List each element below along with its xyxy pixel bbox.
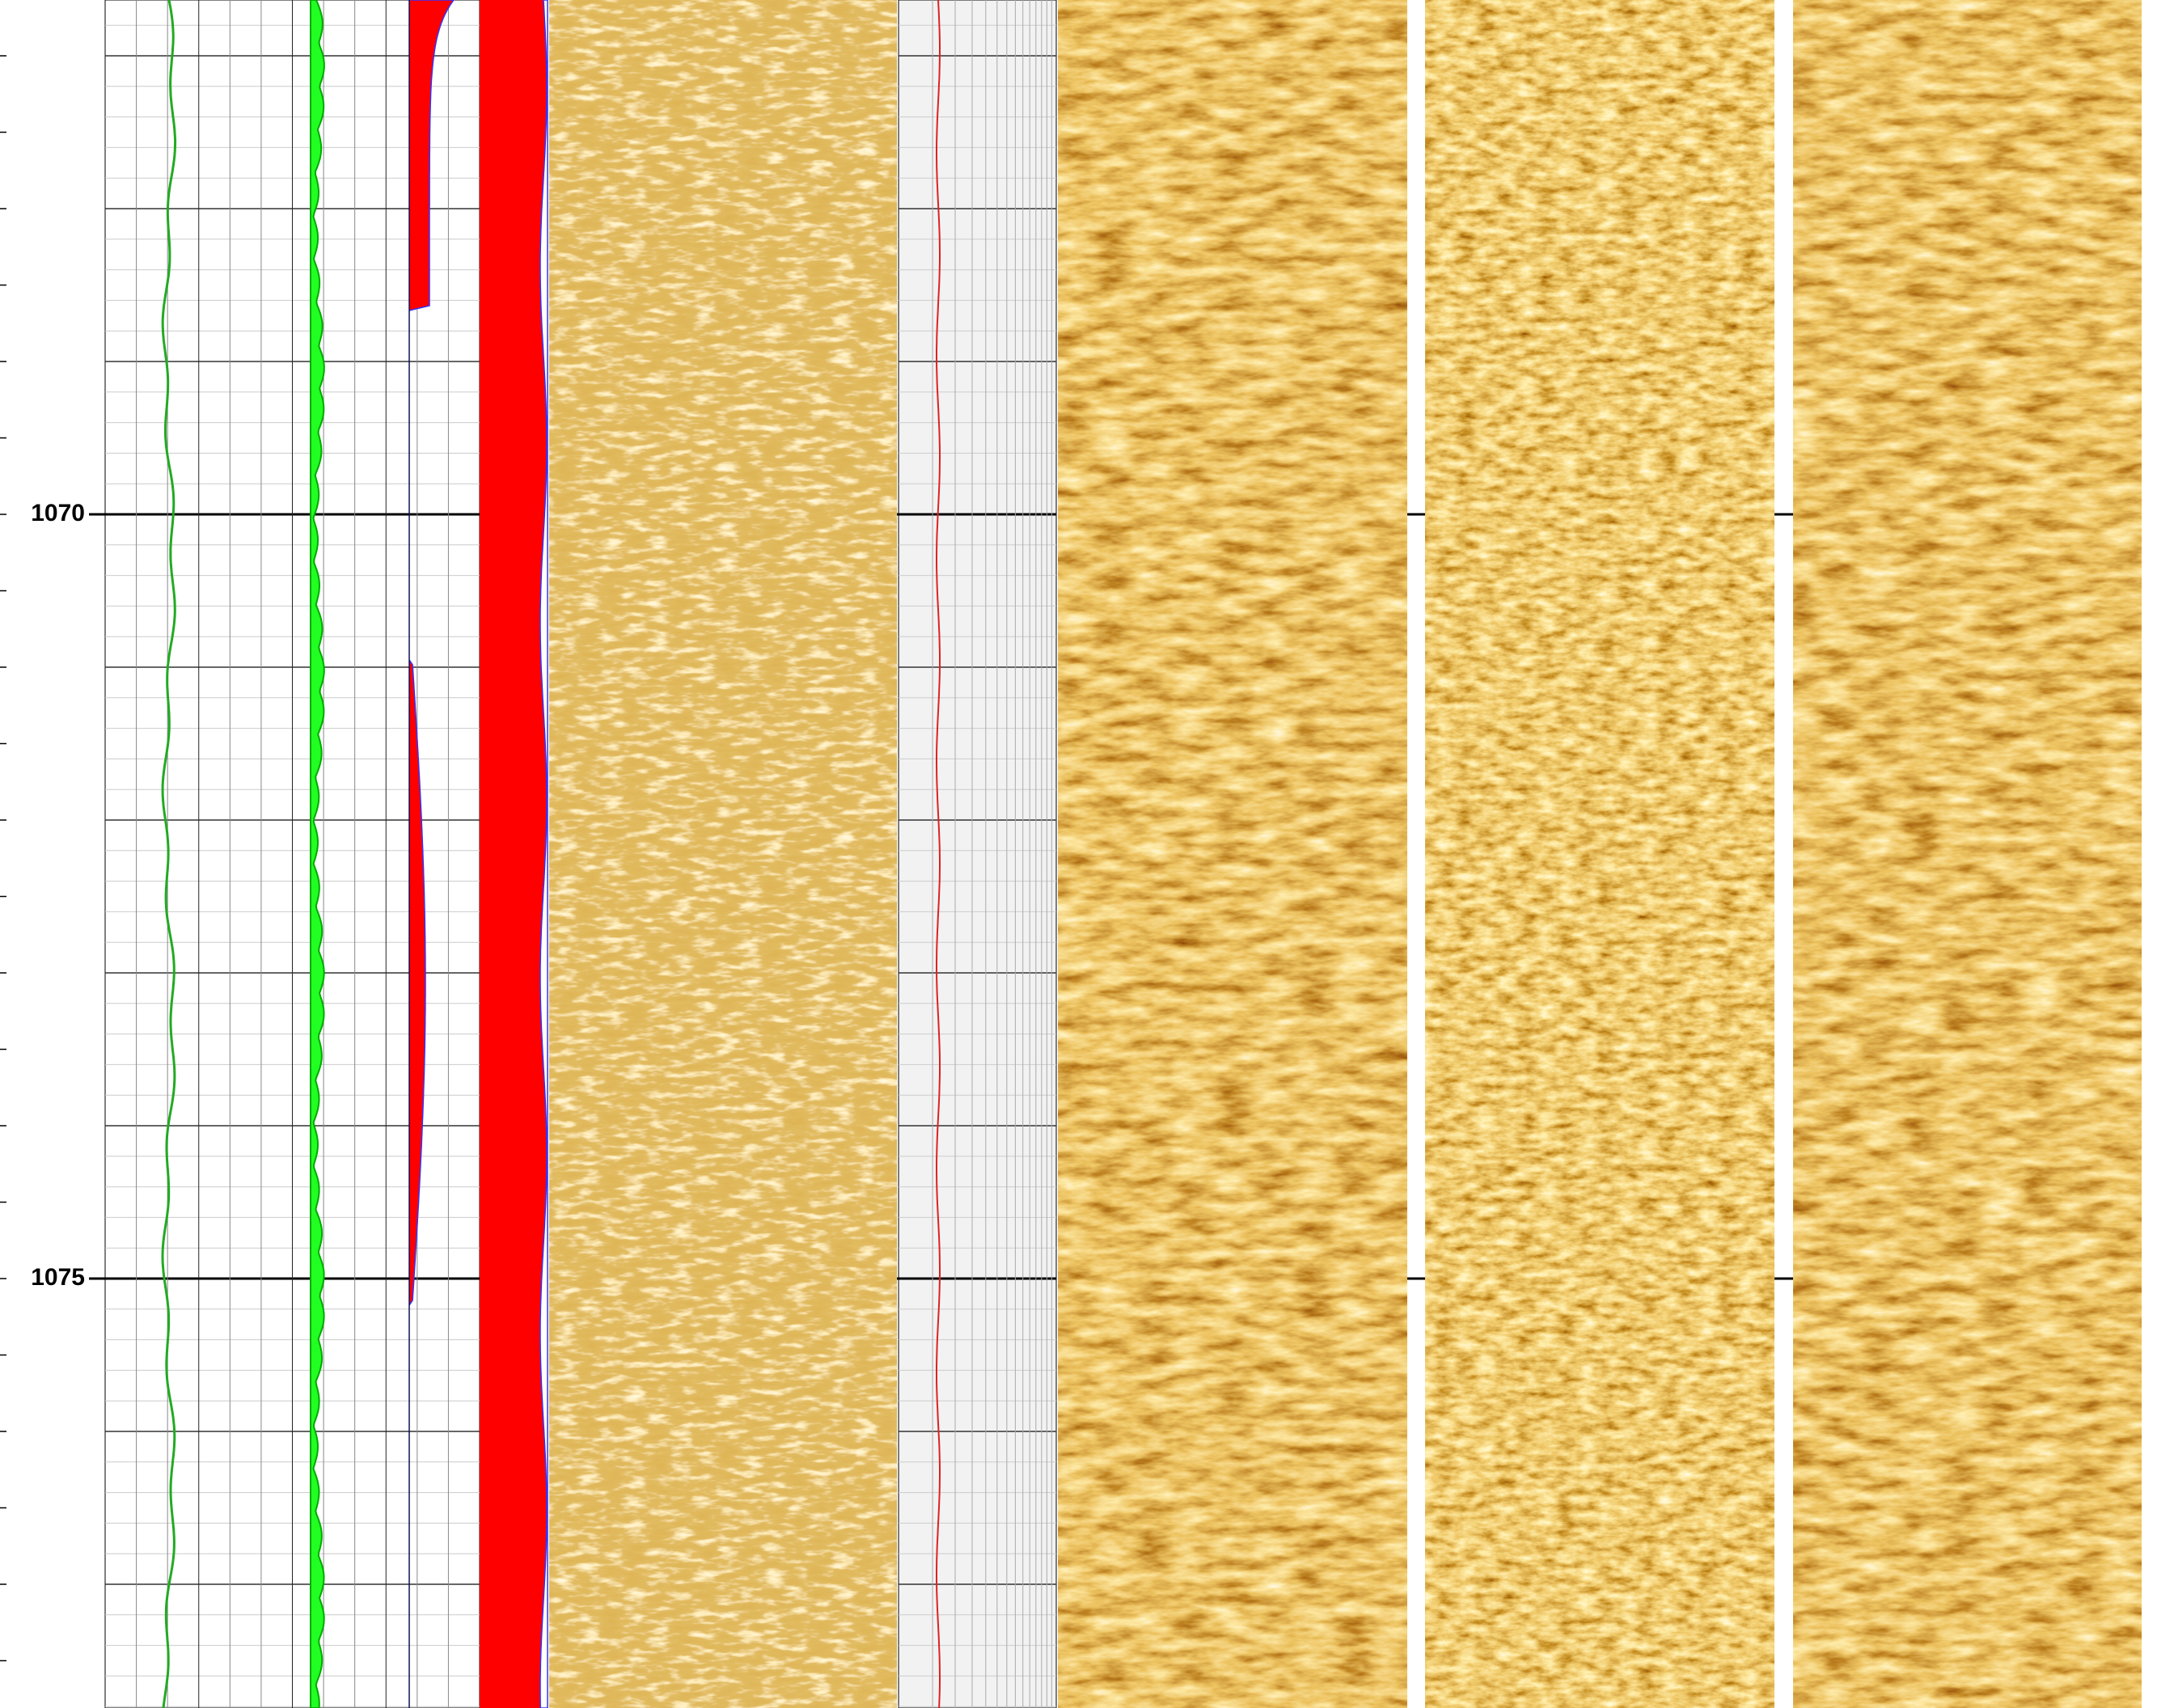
- log-grid-track: [898, 0, 1057, 1708]
- curves: [161, 0, 941, 1708]
- curve-green-fill: [310, 0, 325, 1708]
- curve-green: [161, 0, 177, 1708]
- image-track-1: [549, 0, 897, 1708]
- red-fill-track: [480, 0, 548, 1708]
- depth-label: 1075: [31, 1264, 85, 1291]
- curve-thin: [936, 0, 941, 1708]
- image-track-2: [1057, 0, 1408, 1708]
- grid: [0, 0, 1793, 1708]
- image-track-3: [1424, 0, 1775, 1708]
- red-track-edge: [539, 0, 548, 1708]
- image-track-4: [1792, 0, 2142, 1708]
- depth-label: 1070: [31, 500, 85, 526]
